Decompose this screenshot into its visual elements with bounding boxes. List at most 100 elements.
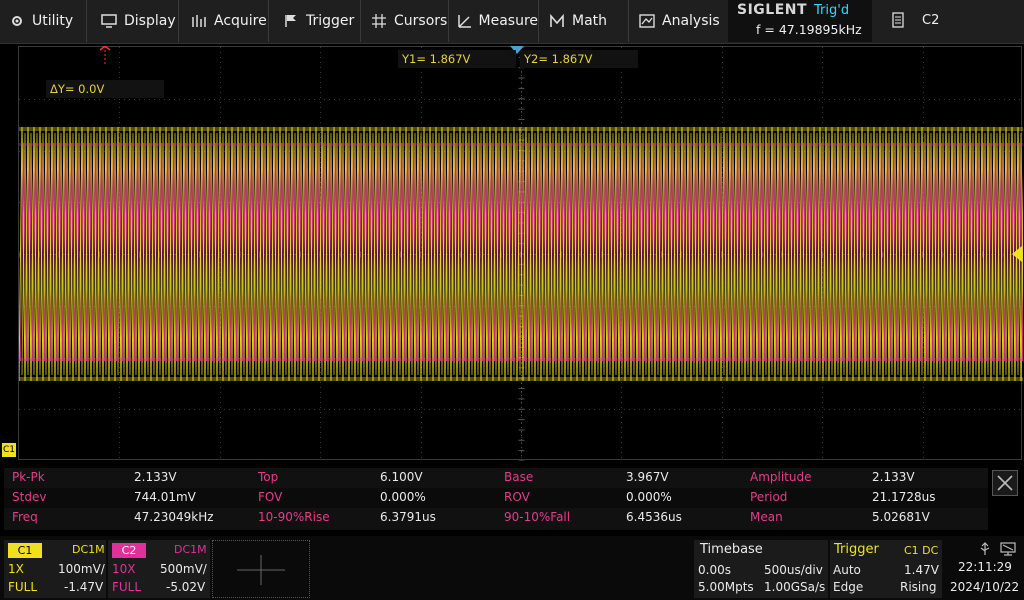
clock-date: 2024/10/22 (950, 580, 1020, 594)
clock-panel: 22:11:29 2024/10/22 (944, 540, 1024, 598)
ch2-bottom-ridge (19, 358, 1023, 361)
math-icon (548, 12, 566, 30)
trigger-state: Trig'd (814, 3, 850, 18)
timebase-memory: 5.00Mpts (698, 580, 754, 594)
cursor-y2-readout: Y2= 1.867V (520, 50, 638, 68)
measure-value: 2.133V (134, 470, 177, 484)
menu-acquire[interactable]: Acquire (182, 0, 268, 42)
ch1-scale: 100mV/ (58, 562, 105, 576)
cursor-y1-readout: Y1= 1.867V (398, 50, 516, 68)
measure-value: 3.967V (626, 470, 669, 484)
measure-value: 6.3791us (380, 510, 436, 524)
monitor-icon (100, 12, 118, 30)
measure-label: Stdev (12, 490, 47, 504)
menu-display[interactable]: Display (92, 0, 176, 42)
trigger-level-marker[interactable] (1010, 246, 1022, 262)
measurement-row: Freq 47.23049kHz 10-90%Rise 6.3791us 90-… (4, 508, 988, 528)
measure-label: 90-10%Fall (504, 510, 571, 524)
menu-trigger-label: Trigger (306, 13, 355, 29)
active-channel-selector[interactable]: C2 (880, 0, 1024, 42)
trigger-position-marker[interactable] (98, 46, 112, 66)
trigger-panel[interactable]: Trigger C1 DC Auto 1.47V Edge Rising (830, 540, 942, 598)
trigger-type: Edge (833, 580, 864, 594)
ch2-probe: 10X (112, 562, 136, 576)
graticule (19, 47, 1023, 461)
menu-divider (360, 0, 361, 42)
timebase-sample-rate: 1.00GSa/s (764, 580, 826, 594)
measure-value: 6.4536us (626, 510, 682, 524)
close-measurements-button[interactable] (992, 470, 1018, 496)
menu-cursors-label: Cursors (394, 13, 448, 29)
measure-icon (458, 12, 473, 30)
measure-label: FOV (258, 490, 283, 504)
measure-value: 47.23049kHz (134, 510, 214, 524)
measure-label: Freq (12, 510, 38, 524)
trigger-mode: Auto (833, 563, 861, 577)
menu-divider (448, 0, 449, 42)
ch2-bandwidth: FULL (112, 580, 142, 594)
waveform-display[interactable] (18, 46, 1023, 461)
ch1-settings-panel[interactable]: C1 DC1M 1X 100mV/ FULL -1.47V (4, 540, 106, 598)
menu-divider (628, 0, 629, 42)
active-channel-label: C2 (922, 13, 940, 28)
trigger-slope: Rising (900, 580, 937, 594)
measure-value: 0.000% (626, 490, 672, 504)
ch1-bottom-ridge (19, 377, 1023, 381)
measure-value: 2.133V (872, 470, 915, 484)
menu-divider (178, 0, 179, 42)
ch1-top-ridge (19, 127, 1023, 131)
siglent-logo: SIGLENT (737, 2, 808, 18)
measure-value: 6.100V (380, 470, 423, 484)
measure-value: 744.01mV (134, 490, 196, 504)
cursor-center-marker[interactable] (510, 46, 524, 56)
network-icon (1000, 542, 1016, 556)
measurement-table: Pk-Pk 2.133V Top 6.100V Base 3.967V Ampl… (4, 468, 988, 530)
measurement-row: Pk-Pk 2.133V Top 6.100V Base 3.967V Ampl… (4, 468, 988, 488)
measure-label: Pk-Pk (12, 470, 45, 484)
ch1-coupling: DC1M (72, 543, 105, 556)
trigger-source: C1 DC (904, 544, 939, 557)
ch2-settings-panel[interactable]: C2 DC1M 10X 500mV/ FULL -5.02V (108, 540, 210, 598)
menu-analysis[interactable]: Analysis (630, 0, 726, 42)
ch2-offset: -5.02V (166, 580, 206, 594)
ch1-bandwidth: FULL (8, 580, 38, 594)
menu-trigger[interactable]: Trigger (274, 0, 360, 42)
flag-icon (282, 12, 300, 30)
menu-divider (538, 0, 539, 42)
measurement-row: Stdev 744.01mV FOV 0.000% ROV 0.000% Per… (4, 488, 988, 508)
measure-label: Period (750, 490, 788, 504)
measure-value: 0.000% (380, 490, 426, 504)
menu-utility-label: Utility (32, 13, 74, 29)
measure-label: ROV (504, 490, 530, 504)
menu-math-label: Math (572, 13, 608, 29)
timebase-panel[interactable]: Timebase 0.00s 500us/div 5.00Mpts 1.00GS… (694, 540, 828, 598)
trigger-frequency: f = 47.19895kHz (756, 22, 862, 37)
measure-value: 5.02681V (872, 510, 930, 524)
measure-label: Base (504, 470, 534, 484)
acquire-icon (190, 12, 208, 30)
menu-divider (268, 0, 269, 42)
measure-label: Mean (750, 510, 783, 524)
ch1-ground-marker[interactable]: C1 (2, 443, 16, 457)
menu-math[interactable]: Math (540, 0, 626, 42)
ch2-trace (20, 142, 1023, 362)
add-channel-button[interactable] (212, 540, 310, 598)
timebase-title: Timebase (700, 542, 763, 557)
measure-value: 21.1728us (872, 490, 936, 504)
cursor-delta-readout: ΔY= 0.0V (46, 80, 164, 98)
measure-label: Amplitude (750, 470, 812, 484)
ch1-probe: 1X (8, 562, 24, 576)
trigger-level: 1.47V (904, 563, 939, 577)
menu-utility[interactable]: Utility (0, 0, 86, 42)
menu-divider (86, 0, 87, 42)
menu-measure[interactable]: Measure (450, 0, 538, 42)
menu-measure-label: Measure (478, 13, 539, 29)
measure-label: 10-90%Rise (258, 510, 330, 524)
ch2-coupling: DC1M (174, 543, 207, 556)
ch2-scale: 500mV/ (160, 562, 207, 576)
analysis-icon (638, 12, 656, 30)
cursors-icon (370, 12, 388, 30)
document-icon (892, 12, 904, 32)
trigger-title: Trigger (834, 542, 879, 557)
menu-cursors[interactable]: Cursors (362, 0, 448, 42)
